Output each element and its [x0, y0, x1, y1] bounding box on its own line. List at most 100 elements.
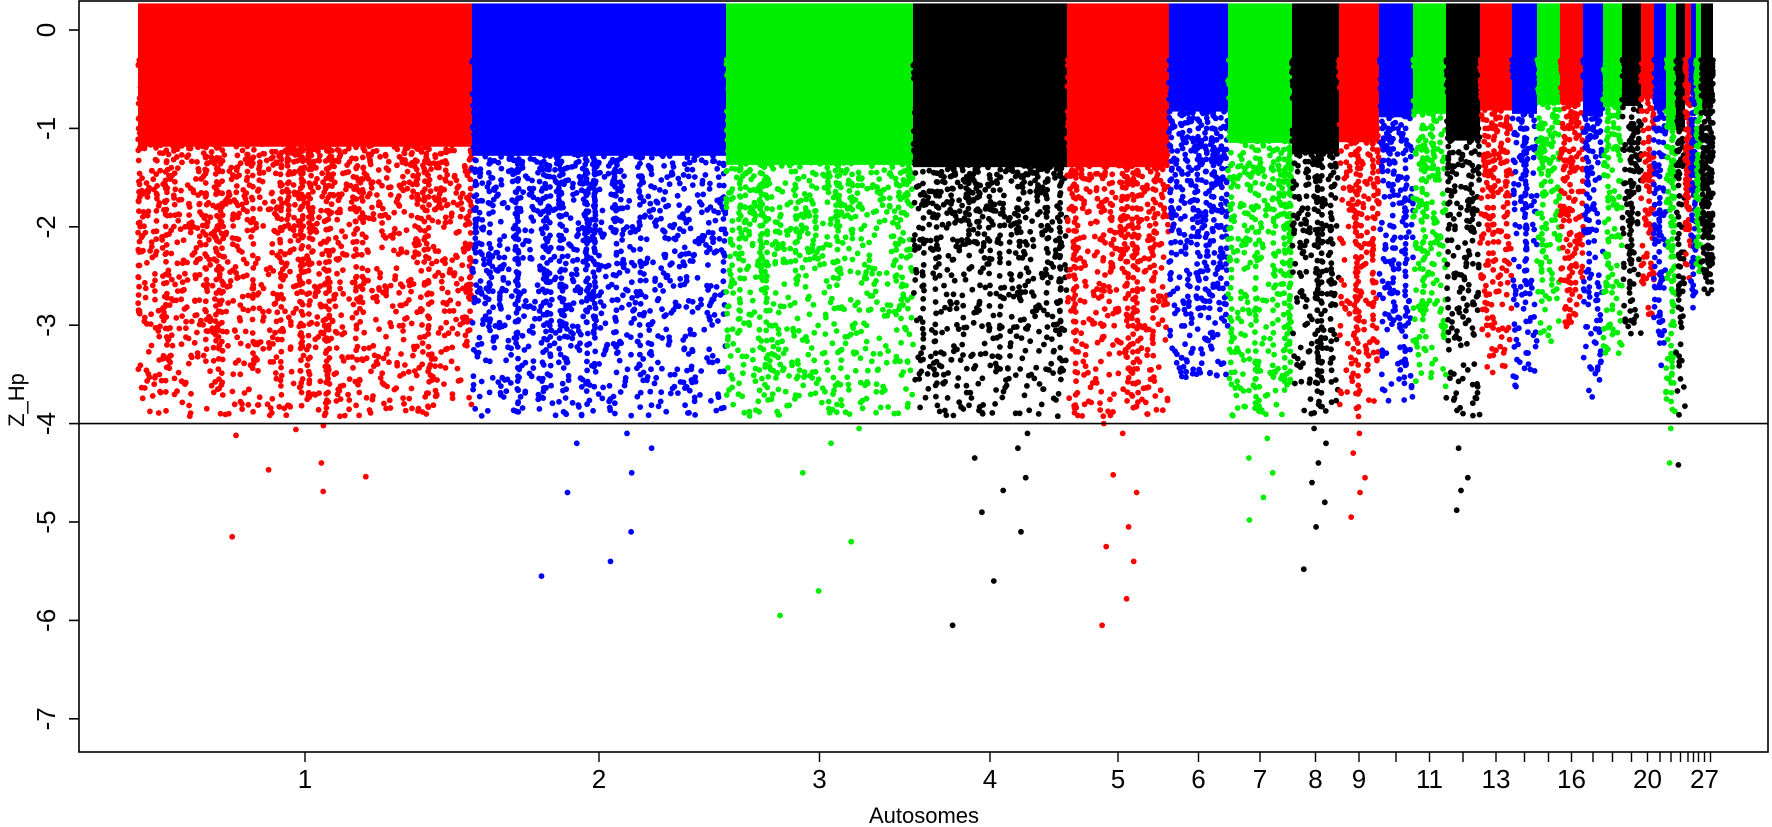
data-point: [208, 137, 214, 143]
data-point: [279, 227, 285, 233]
data-point: [310, 248, 316, 254]
data-point: [384, 384, 390, 390]
data-point: [192, 298, 198, 304]
data-point: [203, 155, 209, 161]
data-point: [432, 79, 438, 85]
data-point: [213, 103, 219, 109]
data-point: [323, 90, 329, 96]
data-point: [244, 177, 250, 183]
data-point: [340, 291, 346, 297]
data-point: [176, 70, 182, 76]
data-point: [652, 381, 658, 387]
data-point: [439, 86, 445, 92]
data-point: [152, 271, 158, 277]
data-point: [298, 185, 304, 191]
data-point: [566, 373, 572, 379]
data-point: [204, 168, 210, 174]
data-point: [247, 99, 253, 105]
data-point: [706, 346, 712, 352]
data-point: [325, 216, 331, 222]
data-point: [435, 248, 441, 254]
data-point: [357, 88, 363, 94]
data-point: [239, 406, 245, 412]
data-point: [135, 147, 141, 153]
data-point: [279, 373, 285, 379]
data-point: [353, 96, 359, 102]
data-point: [136, 284, 142, 290]
data-point: [314, 314, 320, 320]
data-point: [347, 159, 353, 165]
data-point: [442, 308, 448, 314]
data-point: [469, 402, 475, 408]
data-point: [179, 341, 185, 347]
data-point: [532, 316, 538, 322]
data-point: [191, 136, 197, 142]
data-point: [435, 58, 441, 64]
data-point: [230, 389, 236, 395]
data-point: [342, 413, 348, 419]
data-point: [214, 267, 220, 273]
data-point: [431, 244, 437, 250]
data-point: [440, 101, 446, 107]
data-point: [264, 62, 270, 68]
data-point: [175, 218, 181, 224]
data-point: [288, 319, 294, 325]
data-point: [299, 225, 305, 231]
data-point: [667, 153, 673, 159]
data-point: [316, 271, 322, 277]
data-point: [542, 92, 548, 98]
data-point: [579, 413, 585, 419]
data-point: [245, 228, 251, 234]
data-point: [454, 254, 460, 260]
data-point: [447, 297, 453, 303]
data-point: [415, 125, 421, 131]
data-point: [394, 162, 400, 168]
data-point: [360, 231, 366, 237]
data-point: [176, 274, 182, 280]
data-point: [292, 125, 298, 131]
data-point: [236, 247, 242, 253]
data-point: [409, 194, 415, 200]
data-point: [630, 308, 636, 314]
data-point: [327, 355, 333, 361]
data-point: [453, 130, 459, 136]
data-point: [353, 219, 359, 225]
data-point: [479, 413, 485, 419]
data-point: [450, 119, 456, 125]
data-point: [299, 403, 305, 409]
data-point: [339, 112, 345, 118]
data-point: [435, 219, 441, 225]
data-point: [164, 334, 170, 340]
data-point: [383, 293, 389, 299]
data-point: [508, 345, 514, 351]
data-point: [386, 167, 392, 173]
data-point: [306, 381, 312, 387]
data-point: [273, 300, 279, 306]
data-point: [386, 359, 392, 365]
data-point: [141, 223, 147, 229]
data-point: [440, 95, 446, 101]
data-point: [447, 103, 453, 109]
data-point: [442, 256, 448, 262]
data-point: [204, 317, 210, 323]
data-point: [365, 116, 371, 122]
data-point: [715, 318, 721, 324]
data-point: [346, 89, 352, 95]
data-point: [250, 80, 256, 86]
data-point: [334, 256, 340, 262]
data-point: [438, 325, 444, 331]
data-point: [136, 189, 142, 195]
data-point: [422, 186, 428, 192]
data-point: [558, 352, 564, 358]
data-point: [458, 214, 464, 220]
data-point: [404, 315, 410, 321]
data-point: [497, 237, 503, 243]
data-point: [160, 116, 166, 122]
data-point: [535, 282, 541, 288]
data-point: [219, 147, 225, 153]
data-point: [571, 300, 577, 306]
data-point: [376, 67, 382, 73]
data-point: [183, 63, 189, 69]
data-point: [432, 152, 438, 158]
data-point: [662, 189, 668, 195]
